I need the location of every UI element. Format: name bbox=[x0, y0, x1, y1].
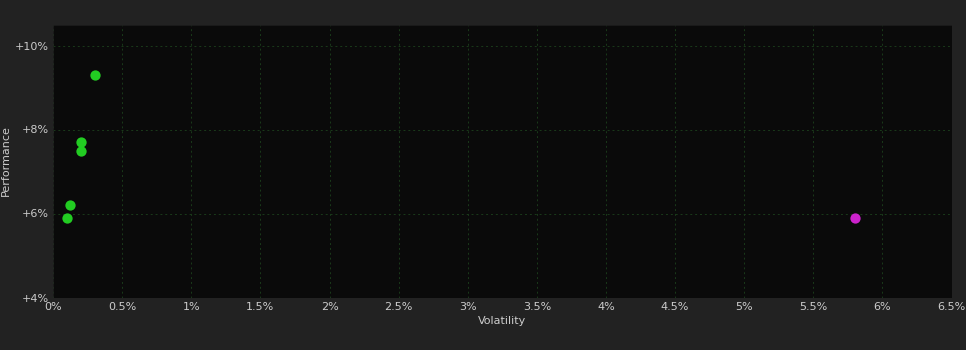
Y-axis label: Performance: Performance bbox=[1, 126, 11, 196]
Point bbox=[62, 202, 77, 208]
Point bbox=[847, 215, 863, 220]
X-axis label: Volatility: Volatility bbox=[478, 316, 526, 326]
Point bbox=[73, 148, 89, 153]
Point bbox=[59, 215, 74, 220]
Point bbox=[73, 139, 89, 145]
Point bbox=[87, 72, 102, 78]
